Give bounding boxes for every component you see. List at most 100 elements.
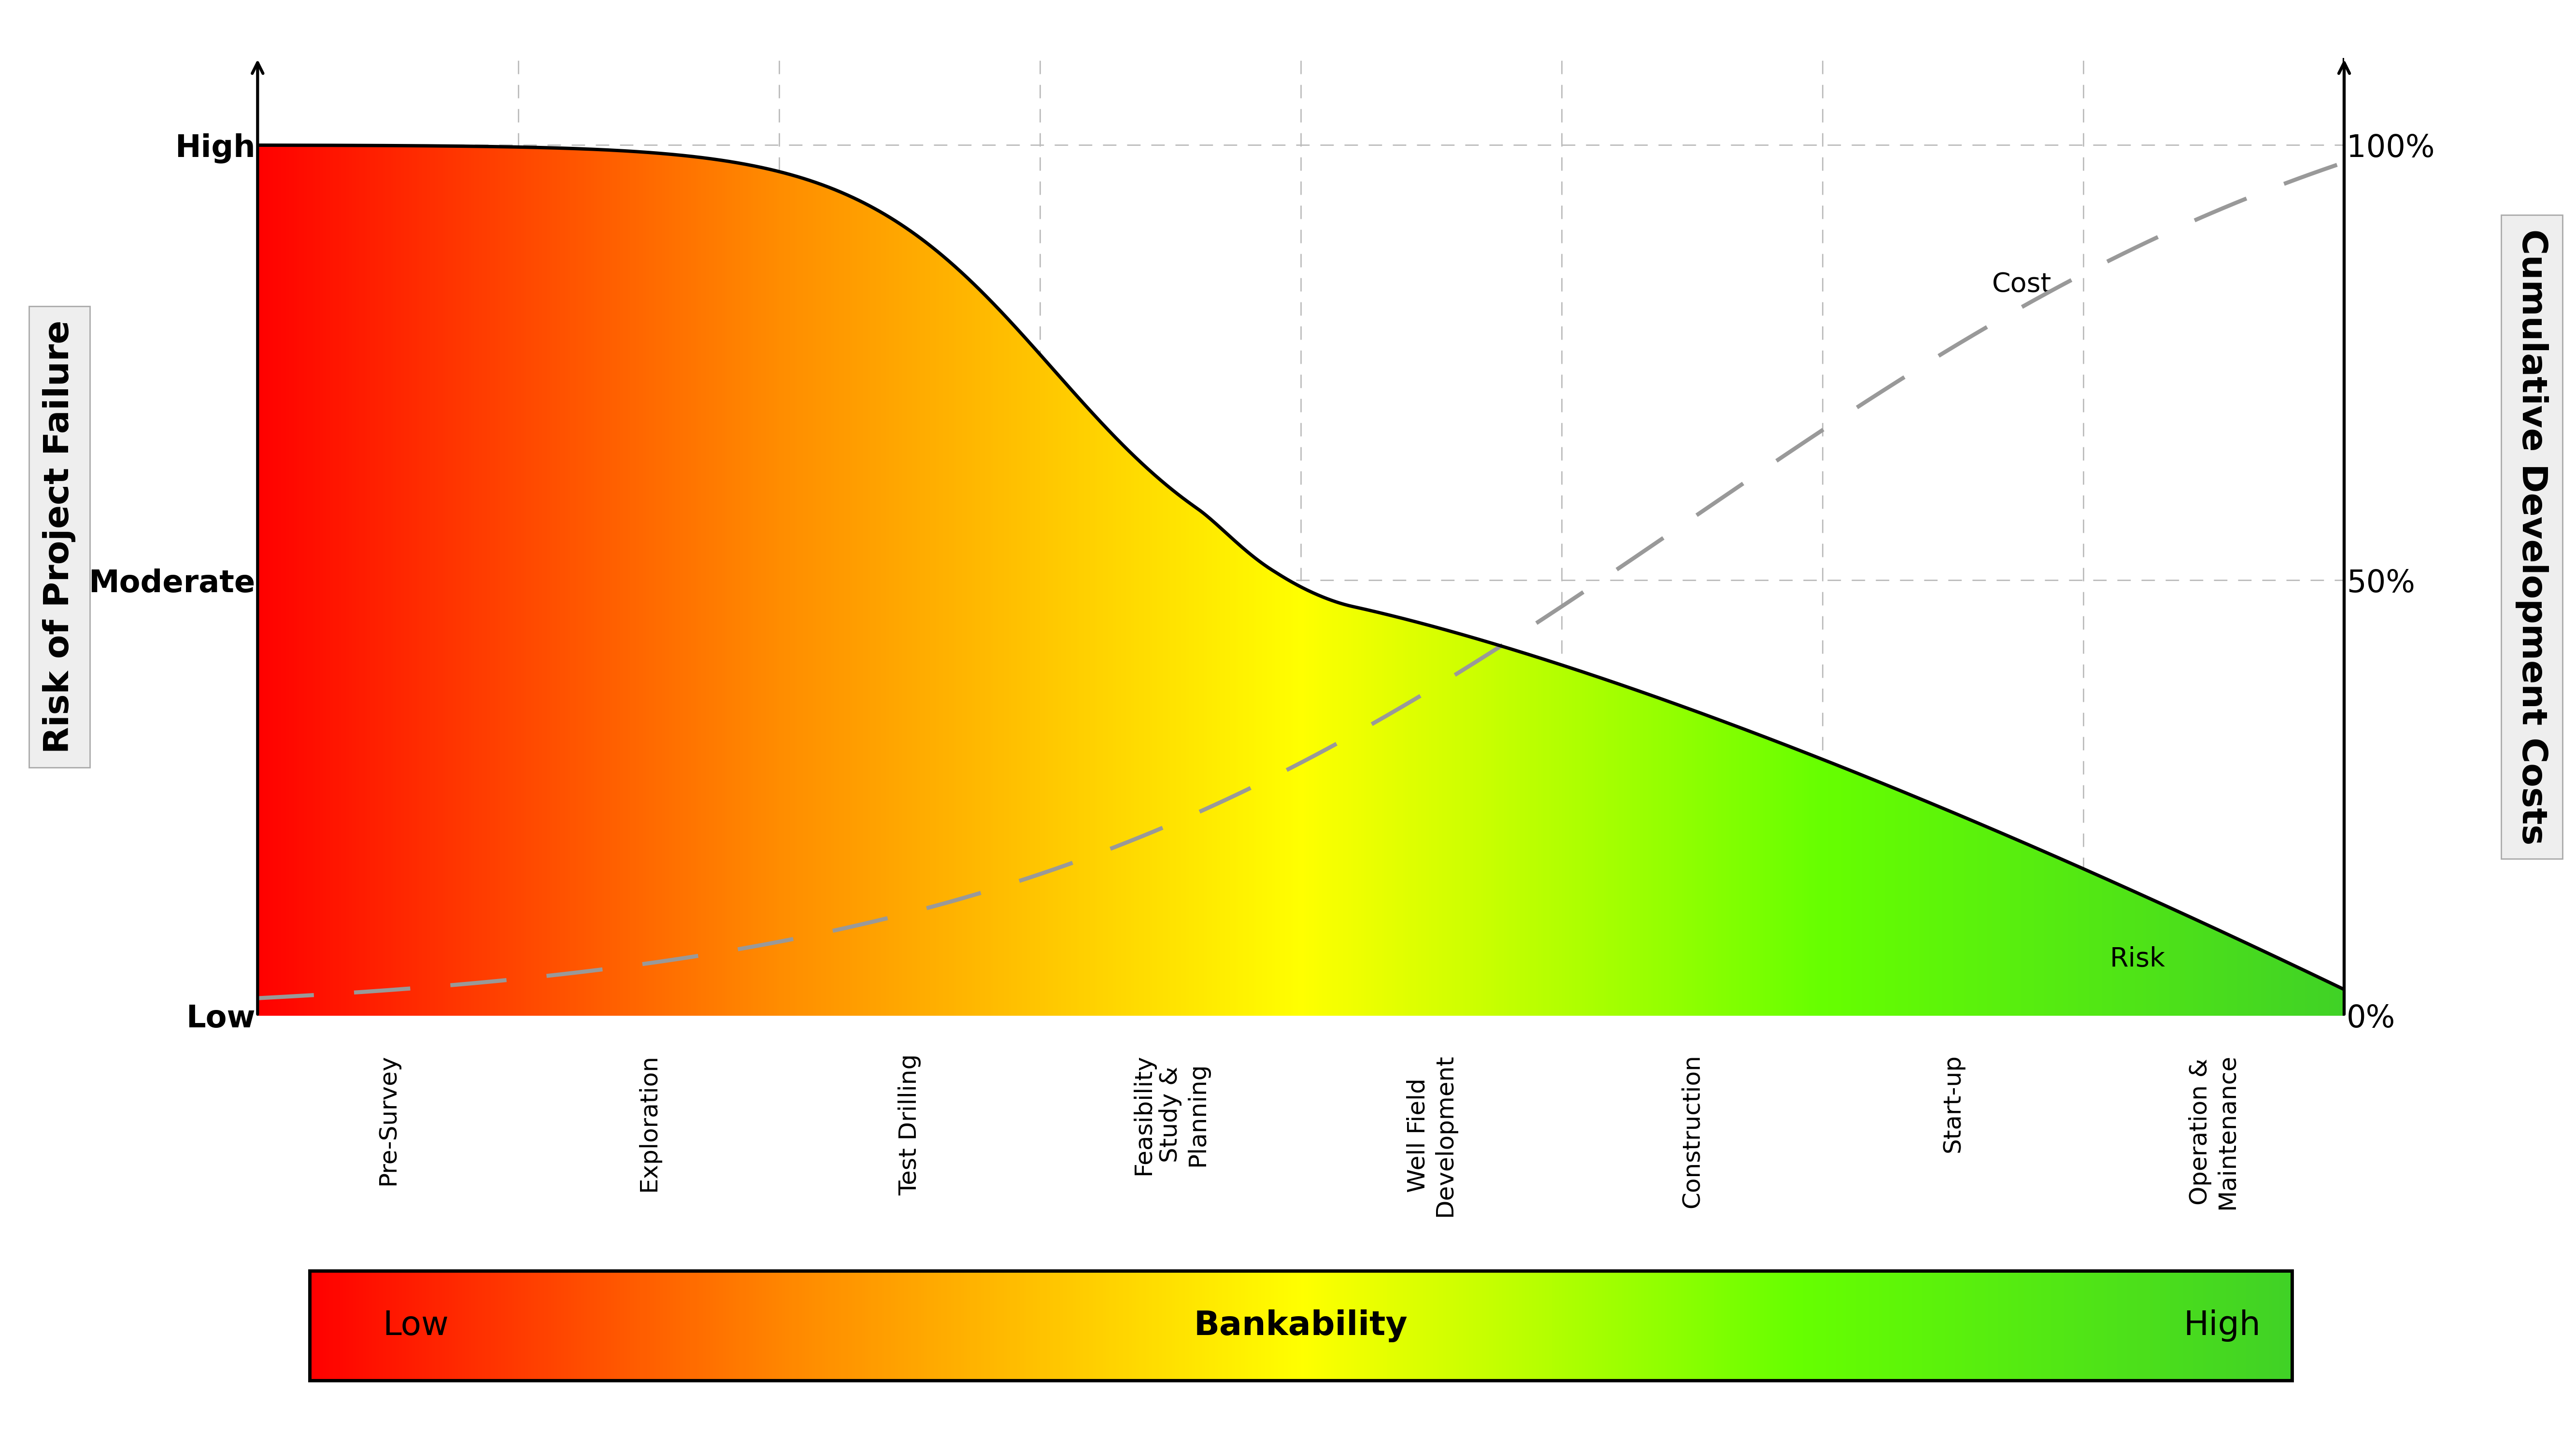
Bar <box>1164 1271 1170 1381</box>
Bar <box>2239 1271 2244 1381</box>
Bar <box>1991 1271 1994 1381</box>
Bar <box>1783 745 1785 1016</box>
Bar <box>2228 936 2231 1016</box>
Bar <box>484 146 487 1016</box>
Bar <box>2174 910 2177 1016</box>
Bar <box>670 154 672 1016</box>
Bar <box>2195 920 2197 1016</box>
Bar <box>1736 727 1739 1016</box>
Bar <box>1208 1271 1211 1381</box>
Bar <box>1991 830 1994 1016</box>
Bar <box>2014 839 2017 1016</box>
Bar <box>1170 490 1172 1016</box>
Bar <box>505 1271 507 1381</box>
Bar <box>1288 581 1291 1016</box>
Bar <box>621 1271 623 1381</box>
Bar <box>1968 1271 1971 1381</box>
Bar <box>1847 769 1850 1016</box>
Bar <box>1582 672 1584 1016</box>
Bar <box>1850 771 1852 1016</box>
Bar <box>1615 1271 1618 1381</box>
Bar <box>868 1271 871 1381</box>
Bar <box>1373 1271 1376 1381</box>
Bar <box>2141 1271 2143 1381</box>
Bar <box>448 1271 451 1381</box>
Bar <box>848 196 850 1016</box>
Bar <box>1649 694 1651 1016</box>
Bar <box>925 1271 927 1381</box>
Bar <box>286 145 289 1016</box>
Bar <box>2303 971 2306 1016</box>
Bar <box>1507 1271 1510 1381</box>
Bar <box>1538 658 1540 1016</box>
Bar <box>487 146 489 1016</box>
Bar <box>1370 611 1373 1016</box>
Bar <box>1785 746 1788 1016</box>
Bar <box>2287 1271 2293 1381</box>
Bar <box>2027 845 2030 1016</box>
Bar <box>332 1271 337 1381</box>
Bar <box>1507 648 1510 1016</box>
Bar <box>2130 890 2133 1016</box>
Bar <box>1028 342 1030 1016</box>
Bar <box>1188 1271 1193 1381</box>
Bar <box>1492 643 1494 1016</box>
Bar <box>2272 955 2275 1016</box>
Bar <box>580 1271 585 1381</box>
Bar <box>2117 884 2120 1016</box>
Bar <box>703 1271 706 1381</box>
Bar <box>855 1271 858 1381</box>
Bar <box>2089 872 2092 1016</box>
Bar <box>1007 1271 1010 1381</box>
Bar <box>1739 727 1741 1016</box>
Bar <box>667 1271 670 1381</box>
Bar <box>1798 751 1801 1016</box>
Bar <box>567 148 572 1016</box>
Bar <box>1427 625 1430 1016</box>
Bar <box>2275 1271 2280 1381</box>
Bar <box>2002 1271 2004 1381</box>
Bar <box>2002 835 2004 1016</box>
Bar <box>1381 1271 1383 1381</box>
Bar <box>1131 455 1133 1016</box>
Bar <box>1672 1271 1674 1381</box>
Bar <box>1540 659 1543 1016</box>
Bar <box>1602 680 1605 1016</box>
Bar <box>2275 956 2277 1016</box>
Bar <box>2164 906 2166 1016</box>
Bar <box>1103 1271 1105 1381</box>
Bar <box>2045 1271 2048 1381</box>
Bar <box>1636 690 1638 1016</box>
Bar <box>2262 1271 2264 1381</box>
Bar <box>1870 1271 1873 1381</box>
Bar <box>1880 782 1883 1016</box>
Bar <box>1551 662 1553 1016</box>
Bar <box>706 158 708 1016</box>
Bar <box>2004 835 2007 1016</box>
Bar <box>1100 1271 1103 1381</box>
Bar <box>1896 1271 1899 1381</box>
Bar <box>809 180 811 1016</box>
Bar <box>1126 449 1128 1016</box>
Bar <box>1399 1271 1404 1381</box>
Bar <box>440 146 443 1016</box>
Bar <box>283 145 286 1016</box>
Text: Risk of Project Failure: Risk of Project Failure <box>44 320 77 753</box>
Bar <box>466 1271 469 1381</box>
Bar <box>1316 596 1319 1016</box>
Bar <box>1440 629 1443 1016</box>
Bar <box>453 146 456 1016</box>
Bar <box>786 1271 788 1381</box>
Bar <box>1515 651 1517 1016</box>
Bar <box>613 151 616 1016</box>
Bar <box>500 146 502 1016</box>
Bar <box>289 145 291 1016</box>
Bar <box>273 145 276 1016</box>
Bar <box>1857 774 1860 1016</box>
Bar <box>456 1271 459 1381</box>
Bar <box>1795 1271 1801 1381</box>
Bar <box>1826 761 1829 1016</box>
Bar <box>641 1271 644 1381</box>
Bar <box>1878 782 1880 1016</box>
Bar <box>1466 1271 1468 1381</box>
